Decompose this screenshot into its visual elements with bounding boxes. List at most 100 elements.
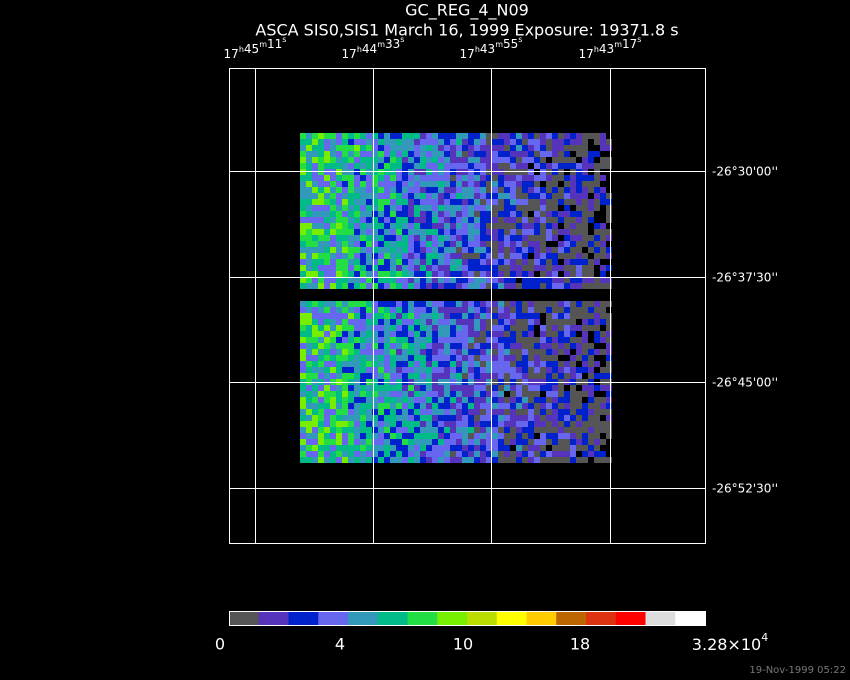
image-pixel bbox=[534, 319, 540, 325]
image-pixel bbox=[342, 271, 348, 277]
image-pixel bbox=[552, 217, 558, 223]
image-pixel bbox=[378, 193, 384, 199]
image-pixel bbox=[498, 343, 504, 349]
image-pixel bbox=[564, 265, 570, 271]
image-pixel bbox=[318, 451, 324, 457]
colorbar-segment bbox=[615, 611, 646, 625]
image-pixel bbox=[354, 415, 360, 421]
image-pixel bbox=[600, 367, 606, 373]
image-pixel bbox=[504, 457, 510, 463]
image-pixel bbox=[366, 247, 372, 253]
image-pixel bbox=[438, 385, 444, 391]
image-pixel bbox=[324, 199, 330, 205]
image bbox=[300, 133, 612, 463]
image-pixel bbox=[564, 307, 570, 313]
image-pixel bbox=[372, 331, 378, 337]
image-pixel bbox=[594, 313, 600, 319]
image-pixel bbox=[504, 313, 510, 319]
image-pixel bbox=[366, 301, 372, 307]
image-pixel bbox=[330, 415, 336, 421]
image-pixel bbox=[402, 445, 408, 451]
image-pixel bbox=[528, 193, 534, 199]
image-pixel bbox=[408, 397, 414, 403]
image-pixel bbox=[438, 199, 444, 205]
image-pixel bbox=[312, 421, 318, 427]
image-pixel bbox=[558, 343, 564, 349]
image-pixel bbox=[360, 163, 366, 169]
image-pixel bbox=[528, 325, 534, 331]
image-pixel bbox=[432, 193, 438, 199]
image-pixel bbox=[516, 361, 522, 367]
image-pixel bbox=[468, 139, 474, 145]
image-pixel bbox=[354, 355, 360, 361]
image-pixel bbox=[528, 235, 534, 241]
image-pixel bbox=[486, 301, 492, 307]
image-pixel bbox=[546, 265, 552, 271]
image-pixel bbox=[588, 157, 594, 163]
image-pixel bbox=[522, 337, 528, 343]
image-pixel bbox=[576, 391, 582, 397]
image-pixel bbox=[498, 271, 504, 277]
image-pixel bbox=[528, 259, 534, 265]
image-pixel bbox=[378, 253, 384, 259]
image-pixel bbox=[360, 445, 366, 451]
image-pixel bbox=[384, 271, 390, 277]
image-pixel bbox=[462, 391, 468, 397]
image-pixel bbox=[510, 361, 516, 367]
image-pixel bbox=[432, 451, 438, 457]
image-pixel bbox=[318, 307, 324, 313]
image-pixel bbox=[564, 253, 570, 259]
image-pixel bbox=[426, 355, 432, 361]
image-pixel bbox=[558, 421, 564, 427]
image-pixel bbox=[576, 433, 582, 439]
image-pixel bbox=[408, 385, 414, 391]
image-pixel bbox=[600, 283, 606, 289]
image-pixel bbox=[324, 421, 330, 427]
image-pixel bbox=[522, 373, 528, 379]
image-pixel bbox=[426, 331, 432, 337]
image-pixel bbox=[456, 355, 462, 361]
image-pixel bbox=[564, 367, 570, 373]
image-pixel bbox=[366, 175, 372, 181]
image-pixel bbox=[570, 385, 576, 391]
image-pixel bbox=[504, 151, 510, 157]
image-pixel bbox=[480, 391, 486, 397]
image-pixel bbox=[342, 445, 348, 451]
image-pixel bbox=[462, 187, 468, 193]
image-pixel bbox=[510, 181, 516, 187]
image-pixel bbox=[354, 457, 360, 463]
image-pixel bbox=[450, 337, 456, 343]
image-pixel bbox=[570, 253, 576, 259]
image-pixel bbox=[408, 247, 414, 253]
image-pixel bbox=[354, 367, 360, 373]
image-pixel bbox=[366, 409, 372, 415]
image-pixel bbox=[324, 253, 330, 259]
image-pixel bbox=[594, 331, 600, 337]
image-pixel bbox=[324, 403, 330, 409]
image-pixel bbox=[318, 151, 324, 157]
image-pixel bbox=[438, 325, 444, 331]
image-pixel bbox=[498, 439, 504, 445]
image-pixel bbox=[366, 337, 372, 343]
image-pixel bbox=[450, 439, 456, 445]
image-pixel bbox=[486, 217, 492, 223]
image-pixel bbox=[486, 445, 492, 451]
image-pixel bbox=[348, 223, 354, 229]
image-pixel bbox=[324, 343, 330, 349]
image-pixel bbox=[588, 247, 594, 253]
image-pixel bbox=[306, 247, 312, 253]
image-pixel bbox=[354, 163, 360, 169]
image-pixel bbox=[540, 175, 546, 181]
image-pixel bbox=[306, 307, 312, 313]
image-pixel bbox=[462, 397, 468, 403]
image-pixel bbox=[504, 427, 510, 433]
image-pixel bbox=[432, 307, 438, 313]
image-pixel bbox=[432, 391, 438, 397]
image-pixel bbox=[510, 337, 516, 343]
image-pixel bbox=[462, 325, 468, 331]
image-pixel bbox=[546, 145, 552, 151]
image-pixel bbox=[486, 355, 492, 361]
image-pixel bbox=[474, 301, 480, 307]
image-pixel bbox=[534, 457, 540, 463]
image-pixel bbox=[354, 175, 360, 181]
